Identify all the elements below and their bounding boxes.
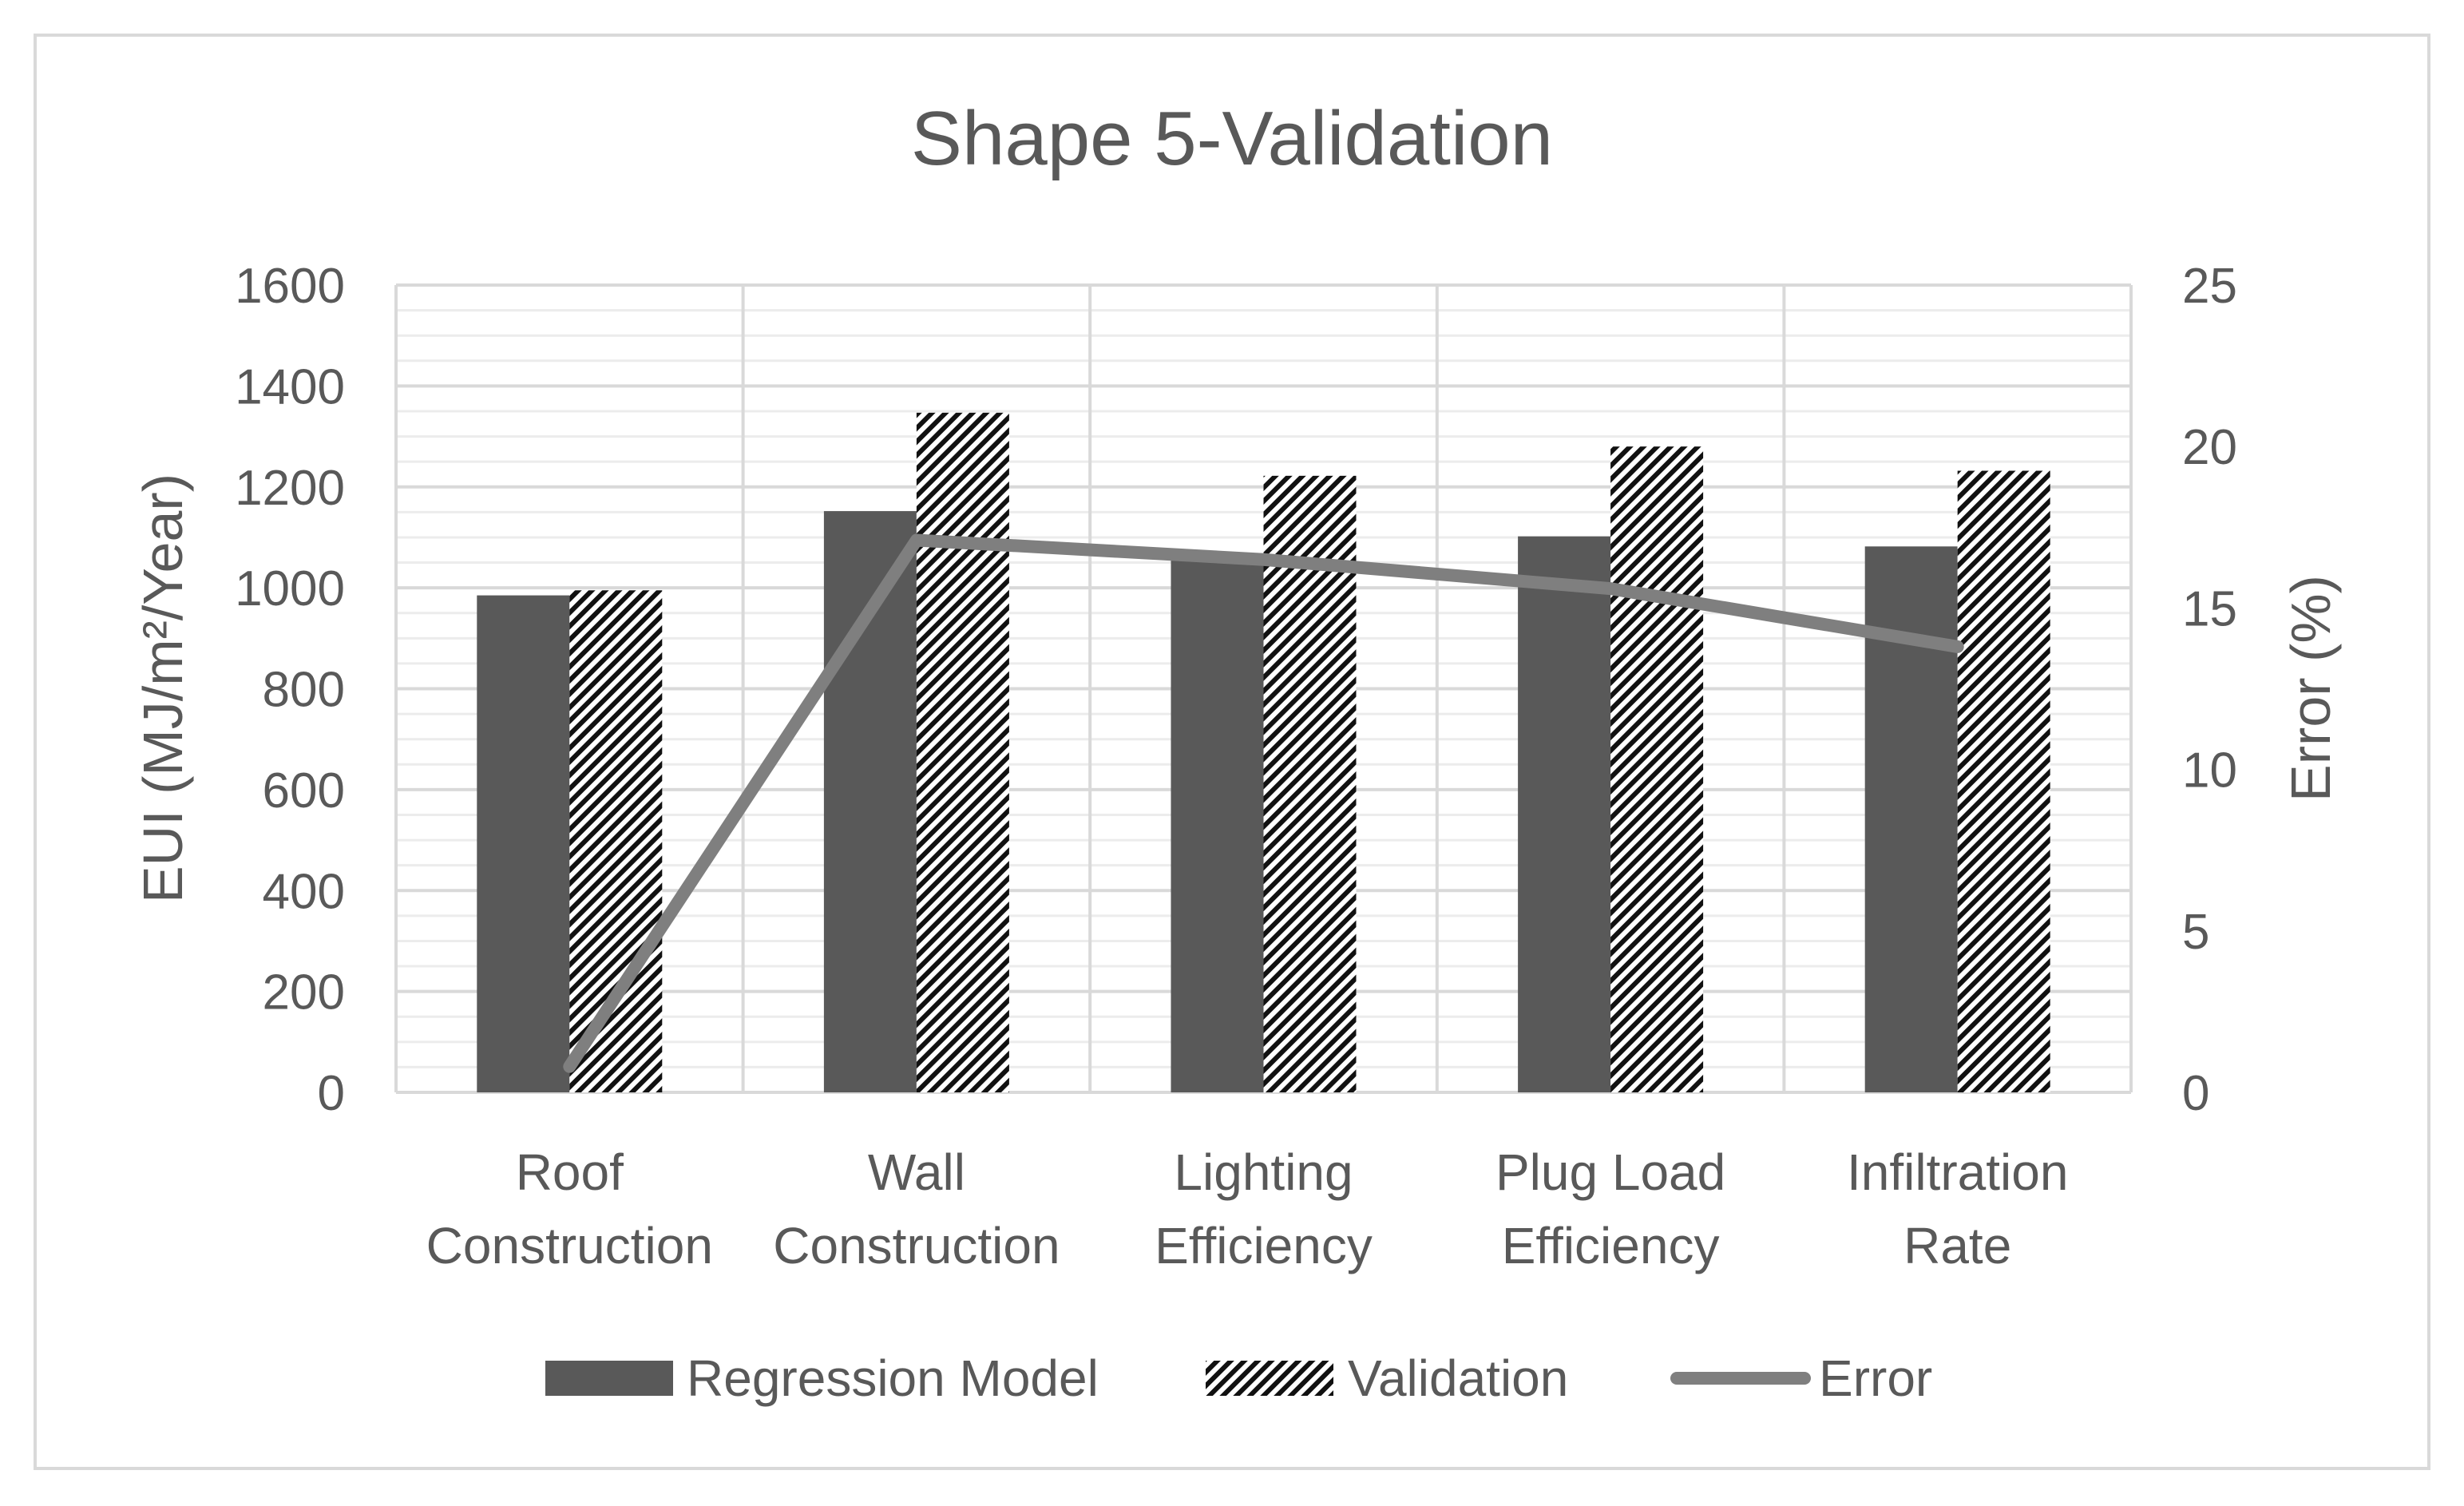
axes: 0 200 400 600 800 1000 1200 1400 1600 0 5 10 15 20 25 R…	[235, 259, 2237, 1274]
x-tick-label: Roof Construction	[426, 1143, 713, 1274]
y2-tick-label: 20	[2182, 420, 2237, 475]
legend: Regression Model Validation Error	[545, 1349, 1932, 1407]
error-point	[1262, 558, 1265, 561]
error-point	[1956, 645, 1959, 648]
validation-bar	[569, 590, 663, 1092]
y-tick-label: 200	[263, 965, 345, 1021]
legend-swatch-regression-model	[545, 1361, 673, 1396]
regression-model-bar	[477, 595, 570, 1092]
error-point	[1610, 588, 1612, 590]
validation-bar	[1610, 446, 1704, 1092]
y2-tick-label: 5	[2182, 905, 2209, 960]
y-tick-label: 800	[263, 663, 345, 718]
y-tick-label: 1600	[235, 259, 345, 314]
y2-tick-label: 25	[2182, 259, 2237, 314]
y-tick-label: 600	[263, 763, 345, 818]
x-tick-label: Lighting Efficiency	[1155, 1143, 1373, 1274]
chart-title: Shape 5-Validation	[911, 96, 1553, 181]
legend-swatch-validation	[1206, 1361, 1333, 1396]
y-tick-label: 1200	[235, 461, 345, 516]
legend-label-regression-model: Regression Model	[687, 1349, 1099, 1407]
y2-tick-label: 10	[2182, 743, 2237, 799]
x-tick-label: Plug Load Efficiency	[1495, 1143, 1725, 1274]
y2-tick-label: 0	[2182, 1066, 2209, 1121]
x-tick-label: Infiltration Rate	[1847, 1143, 2068, 1274]
y-tick-label: 0	[318, 1066, 345, 1121]
legend-label-error: Error	[1819, 1349, 1932, 1407]
y-tick-label: 1000	[235, 561, 345, 616]
error-line-layer	[563, 533, 1964, 1073]
y2-tick-label: 15	[2182, 581, 2237, 636]
y-axis-title: EUI (MJ/m²/Year)	[132, 474, 194, 903]
y2-axis-title: Error (%)	[2280, 575, 2342, 802]
validation-bar	[1957, 470, 2050, 1092]
y-tick-label: 400	[263, 864, 345, 919]
regression-model-bar	[823, 511, 917, 1092]
validation-bar	[1263, 475, 1357, 1092]
bars	[477, 412, 2050, 1092]
x-tick-label: Wall Construction	[773, 1143, 1060, 1274]
validation-bar	[916, 412, 1009, 1092]
legend-label-validation: Validation	[1348, 1349, 1568, 1407]
regression-model-bar	[1171, 560, 1264, 1092]
error-point	[915, 539, 917, 541]
error-point	[568, 1065, 571, 1068]
regression-model-bar	[1518, 536, 1611, 1092]
y-tick-label: 1400	[235, 359, 345, 414]
